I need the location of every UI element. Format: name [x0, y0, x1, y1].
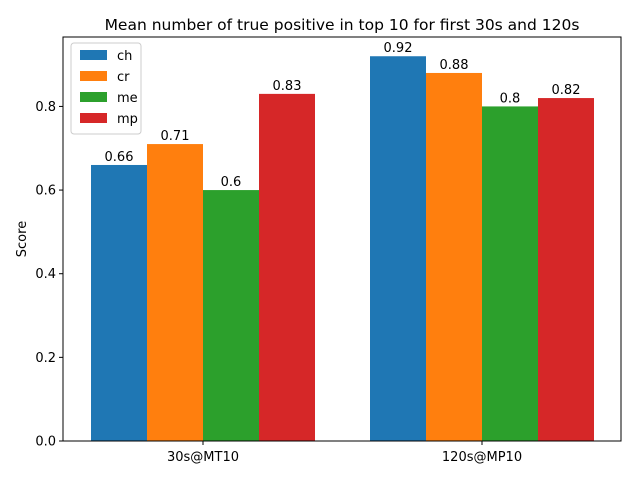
data-label-cr-0: 0.71 — [161, 129, 190, 144]
y-tick-label-2: 0.4 — [35, 267, 56, 282]
bar-cr-0 — [147, 144, 203, 441]
data-label-mp-0: 0.83 — [273, 79, 302, 94]
legend: ch cr me mp — [70, 42, 142, 135]
x-tick-label-0: 30s@MT10 — [167, 450, 239, 465]
plot-area-frame — [62, 36, 622, 442]
y-axis: 0.0 0.2 0.4 0.6 0.8 — [35, 100, 63, 450]
bar-cr-1 — [426, 72, 482, 442]
y-tick-label-3: 0.6 — [35, 184, 56, 199]
bar-me-1 — [482, 106, 538, 441]
x-axis: 30s@MT10 120s@MP10 — [167, 441, 522, 465]
bar-me-0 — [203, 190, 259, 441]
y-tick-label-4: 0.8 — [35, 100, 56, 115]
plot-bars — [91, 56, 594, 442]
bar-ch-0 — [91, 164, 147, 441]
y-axis-label: Score — [15, 221, 30, 257]
y-tick-label-0: 0.0 — [35, 435, 56, 450]
data-labels: 0.66 0.71 0.6 0.83 0.92 0.88 0.8 0.82 — [105, 41, 581, 190]
data-label-ch-0: 0.66 — [105, 150, 134, 165]
bar-mp-0 — [259, 93, 315, 442]
data-label-mp-1: 0.82 — [552, 83, 581, 98]
legend-label-mp: mp — [117, 112, 138, 127]
data-label-ch-1: 0.92 — [384, 41, 413, 56]
legend-frame — [70, 42, 142, 135]
y-tick-label-1: 0.2 — [35, 351, 56, 366]
data-label-me-0: 0.6 — [221, 175, 242, 190]
legend-label-ch: ch — [117, 49, 132, 64]
legend-swatch-mp — [80, 113, 107, 123]
legend-swatch-ch — [80, 50, 107, 60]
bar-mp-1 — [538, 98, 594, 441]
data-label-me-1: 0.8 — [500, 91, 521, 106]
data-label-cr-1: 0.88 — [440, 58, 469, 73]
legend-label-cr: cr — [117, 70, 130, 85]
bar-ch-1 — [370, 56, 426, 441]
legend-swatch-me — [80, 92, 107, 102]
x-tick-label-1: 120s@MP10 — [442, 450, 522, 465]
chart-title: Mean number of true positive in top 10 f… — [105, 16, 580, 34]
legend-swatch-cr — [80, 71, 107, 81]
legend-label-me: me — [117, 91, 138, 106]
